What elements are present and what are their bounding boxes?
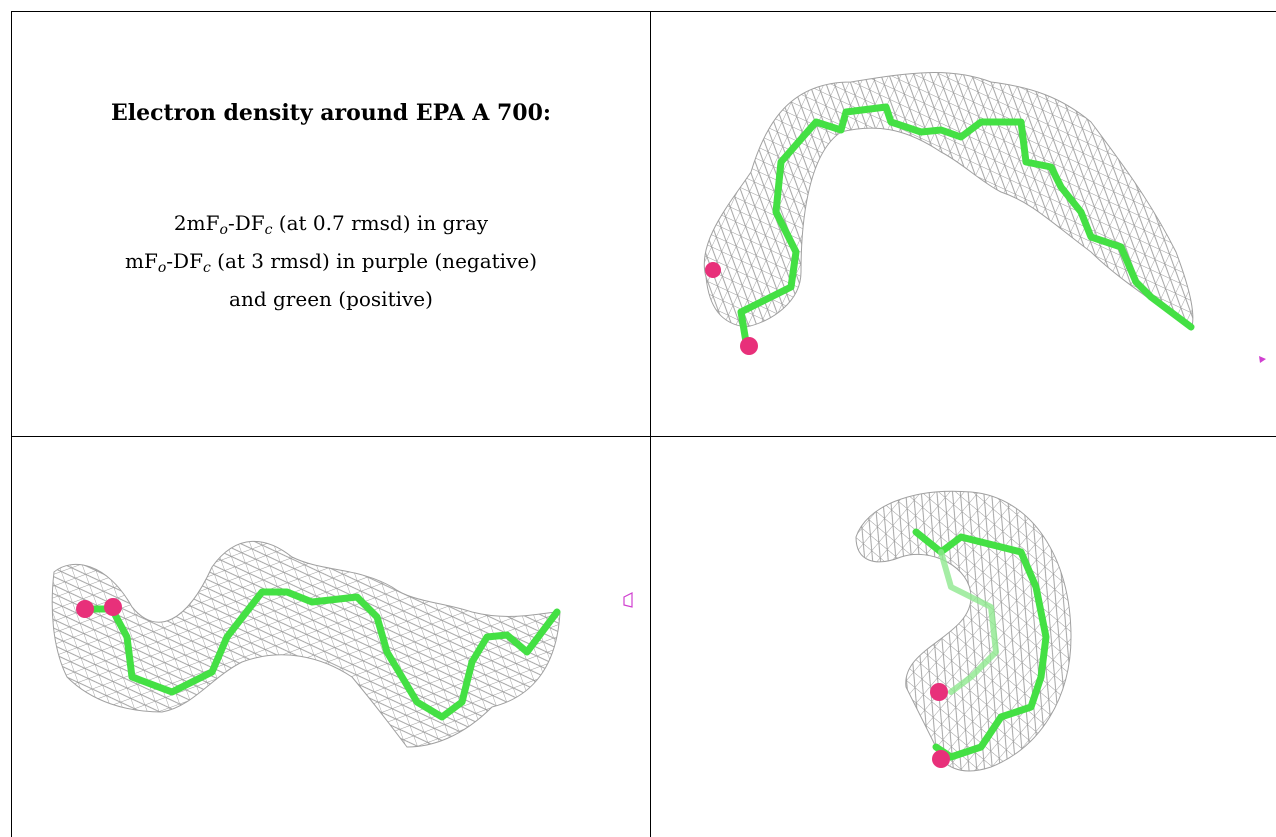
ligand-stick-3 bbox=[912, 528, 1050, 761]
oxygen-atom-3a bbox=[930, 683, 948, 701]
density-view-bottom-right bbox=[651, 437, 1276, 837]
density-view-top-right bbox=[651, 12, 1276, 436]
negative-density-blob-2 bbox=[623, 592, 633, 608]
legend-line-mfo: mFo-DFc (at 3 rmsd) in purple (negative) bbox=[125, 249, 537, 276]
legend-line-2mfo: 2mFo-DFc (at 0.7 rmsd) in gray bbox=[173, 211, 489, 238]
density-mesh-2 bbox=[51, 540, 561, 748]
border-middle-vertical bbox=[650, 11, 651, 837]
density-view-bottom-left bbox=[12, 437, 650, 837]
ligand-stick-1 bbox=[737, 103, 1195, 346]
oxygen-atom-3b bbox=[932, 750, 950, 768]
border-top bbox=[12, 11, 1276, 12]
negative-density-blob-1 bbox=[1259, 356, 1266, 363]
border-middle-horizontal bbox=[12, 436, 1276, 437]
ligand-stick-3-back bbox=[938, 549, 999, 695]
oxygen-atom-2b bbox=[104, 598, 122, 616]
ligand-stick-2 bbox=[78, 588, 561, 721]
density-render-2 bbox=[51, 540, 633, 748]
legend-text: 2mFo-DFc (at 0.7 rmsd) in gray mFo-DFc (… bbox=[12, 208, 650, 315]
legend-line-positive: and green (positive) bbox=[229, 287, 433, 311]
oxygen-atom-1a bbox=[705, 262, 721, 278]
border-left bbox=[11, 11, 12, 837]
density-render-3 bbox=[855, 490, 1072, 772]
density-render-1 bbox=[703, 72, 1266, 363]
density-mesh-3 bbox=[855, 490, 1072, 772]
caption-cell: Electron density around EPA A 700: 2mFo-… bbox=[12, 12, 650, 436]
oxygen-atom-2a bbox=[76, 600, 94, 618]
figure-title: Electron density around EPA A 700: bbox=[110, 100, 552, 126]
oxygen-atom-1b bbox=[740, 337, 758, 355]
